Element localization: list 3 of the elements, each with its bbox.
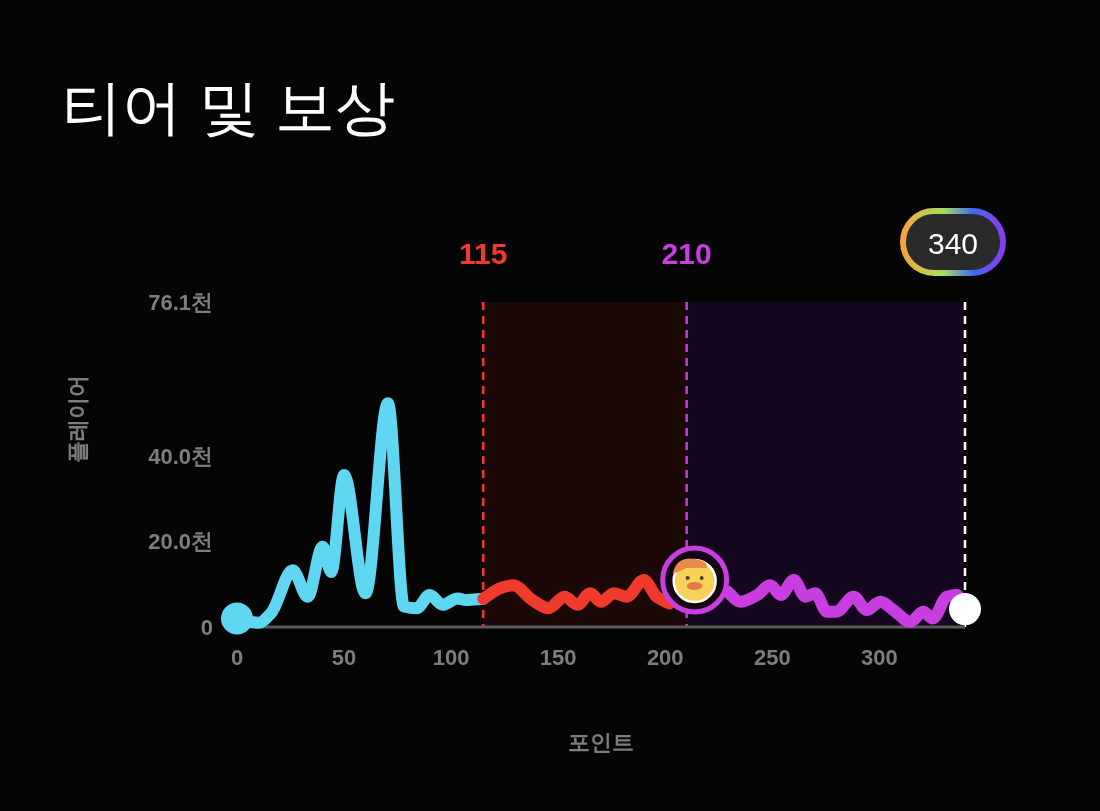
- title: 티어 및 보상: [62, 74, 396, 141]
- x-label: 포인트: [568, 729, 634, 755]
- y-label: 플레이어: [64, 375, 90, 463]
